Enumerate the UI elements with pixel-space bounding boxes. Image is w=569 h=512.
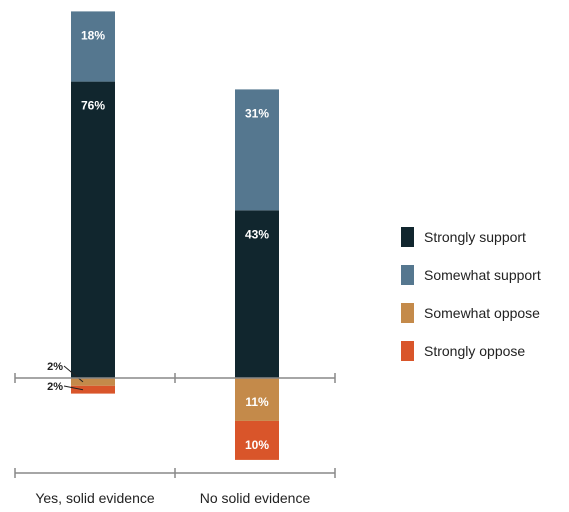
bar-label-somewhat-oppose-2: 11% [245, 395, 269, 409]
legend-swatch-strongly-support [401, 227, 414, 247]
bar-label-somewhat-oppose-1: 2% [47, 361, 63, 373]
legend-label-strongly-oppose: Strongly oppose [424, 343, 526, 359]
legend-item-somewhat-support: Somewhat support [401, 256, 541, 294]
bar-strongly-oppose-2 [235, 420, 279, 460]
legend-item-strongly-support: Strongly support [401, 218, 541, 256]
legend-item-somewhat-oppose: Somewhat oppose [401, 294, 541, 332]
bar-somewhat-oppose-1 [71, 378, 115, 386]
bar-label-somewhat-support-1: 18% [81, 28, 105, 42]
bar-somewhat-oppose-2 [235, 378, 279, 421]
bar-somewhat-support-2 [235, 89, 279, 211]
legend-swatch-somewhat-support [401, 265, 414, 285]
bar-strongly-oppose-1 [71, 385, 115, 394]
bar-somewhat-support-1 [71, 11, 115, 82]
legend: Strongly support Somewhat support Somewh… [401, 218, 541, 370]
bar-label-strongly-support-1: 76% [81, 99, 105, 113]
bar-strongly-support-1 [71, 81, 115, 378]
legend-label-somewhat-oppose: Somewhat oppose [424, 305, 540, 321]
leader-line-somewhat-oppose-1 [63, 365, 84, 383]
legend-label-somewhat-support: Somewhat support [424, 267, 541, 283]
legend-item-strongly-oppose: Strongly oppose [401, 332, 541, 370]
bar-label-strongly-oppose-2: 10% [245, 438, 269, 452]
legend-label-strongly-support: Strongly support [424, 229, 526, 245]
leader-line-strongly-oppose-1 [63, 385, 84, 391]
bar-strongly-support-2 [235, 210, 279, 378]
category-label-1: Yes, solid evidence [35, 490, 155, 506]
bar-label-somewhat-support-2: 31% [245, 106, 269, 120]
legend-swatch-somewhat-oppose [401, 303, 414, 323]
legend-swatch-strongly-oppose [401, 341, 414, 361]
bar-label-strongly-oppose-1: 2% [47, 381, 63, 393]
category-label-2: No solid evidence [200, 490, 311, 506]
bar-label-strongly-support-2: 43% [245, 227, 269, 241]
